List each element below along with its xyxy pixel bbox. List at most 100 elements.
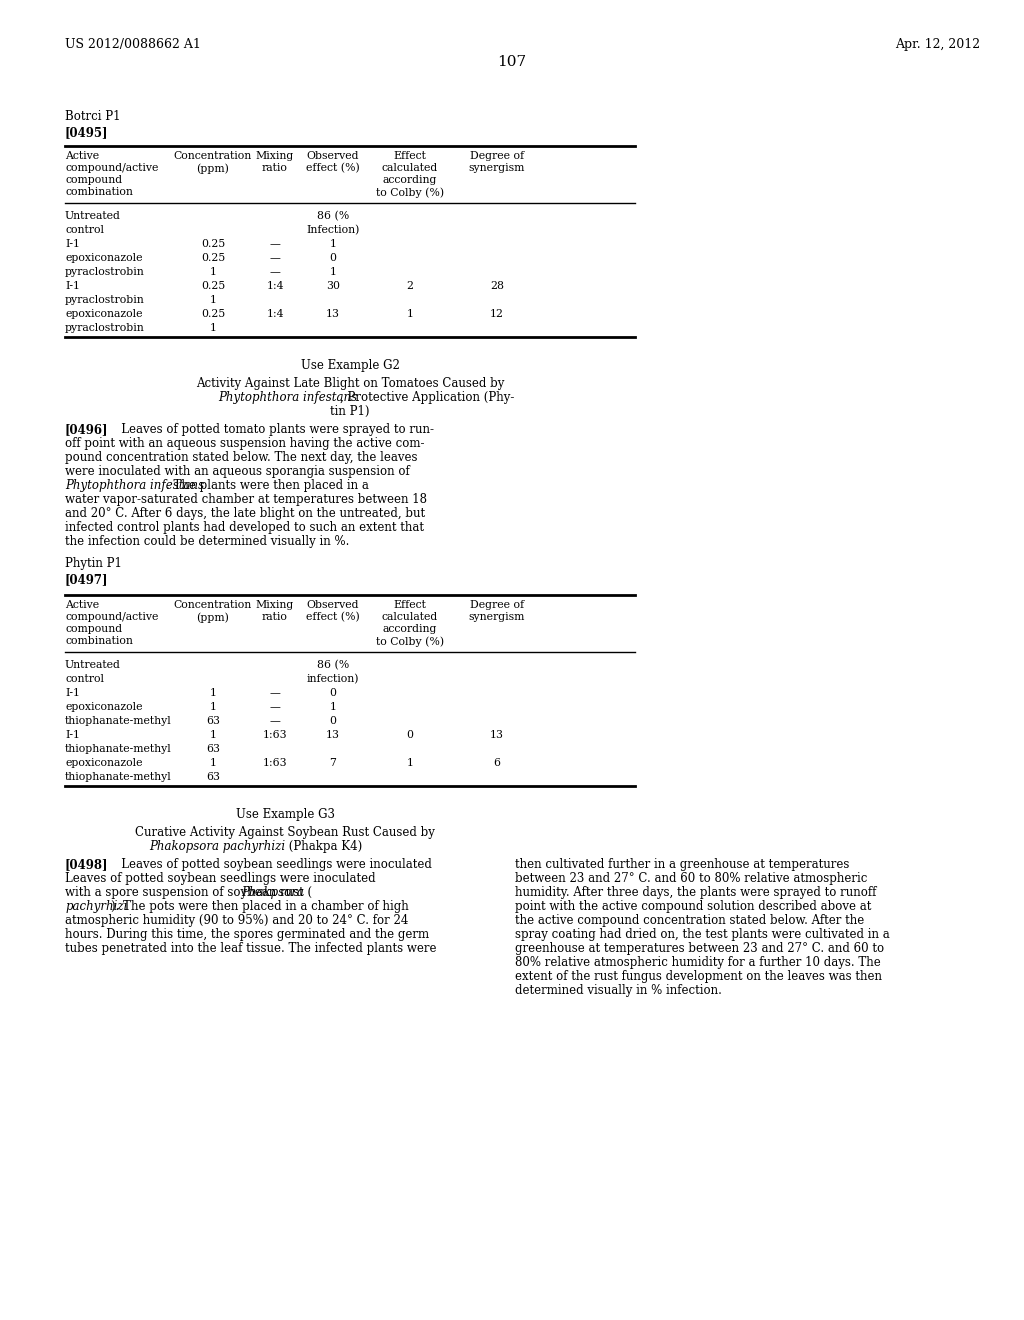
Text: between 23 and 27° C. and 60 to 80% relative atmospheric: between 23 and 27° C. and 60 to 80% rela… [515, 873, 867, 884]
Text: Phytophthora infestans: Phytophthora infestans [65, 479, 204, 492]
Text: humidity. After three days, the plants were sprayed to runoff: humidity. After three days, the plants w… [515, 886, 877, 899]
Text: Phytophthora infestans: Phytophthora infestans [218, 391, 357, 404]
Text: Infection): Infection) [306, 224, 359, 235]
Text: to Colby (%): to Colby (%) [376, 636, 444, 647]
Text: 1: 1 [210, 323, 216, 333]
Text: 63: 63 [206, 744, 220, 754]
Text: Activity Against Late Blight on Tomatoes Caused by: Activity Against Late Blight on Tomatoes… [196, 378, 504, 389]
Text: control: control [65, 675, 104, 684]
Text: 1:63: 1:63 [263, 730, 288, 741]
Text: 0: 0 [330, 715, 337, 726]
Text: Concentration: Concentration [174, 601, 252, 610]
Text: compound: compound [65, 624, 122, 634]
Text: 1: 1 [330, 267, 337, 277]
Text: I-1: I-1 [65, 730, 80, 741]
Text: Degree of: Degree of [470, 601, 524, 610]
Text: synergism: synergism [469, 612, 525, 622]
Text: ratio: ratio [262, 162, 288, 173]
Text: 28: 28 [490, 281, 504, 290]
Text: 63: 63 [206, 772, 220, 781]
Text: 80% relative atmospheric humidity for a further 10 days. The: 80% relative atmospheric humidity for a … [515, 956, 881, 969]
Text: (Phakpa K4): (Phakpa K4) [285, 840, 362, 853]
Text: Leaves of potted soybean seedlings were inoculated: Leaves of potted soybean seedlings were … [65, 873, 376, 884]
Text: —: — [269, 267, 281, 277]
Text: effect (%): effect (%) [306, 612, 359, 622]
Text: Observed: Observed [307, 601, 359, 610]
Text: 13: 13 [490, 730, 504, 741]
Text: Curative Activity Against Soybean Rust Caused by: Curative Activity Against Soybean Rust C… [135, 826, 435, 840]
Text: 1: 1 [210, 730, 216, 741]
Text: calculated: calculated [382, 612, 438, 622]
Text: 0.25: 0.25 [201, 253, 225, 263]
Text: 1: 1 [407, 309, 414, 319]
Text: Effect: Effect [393, 601, 426, 610]
Text: the infection could be determined visually in %.: the infection could be determined visual… [65, 535, 349, 548]
Text: 1: 1 [407, 758, 414, 768]
Text: effect (%): effect (%) [306, 162, 359, 173]
Text: —: — [269, 688, 281, 698]
Text: 1: 1 [210, 294, 216, 305]
Text: epoxiconazole: epoxiconazole [65, 758, 142, 768]
Text: atmospheric humidity (90 to 95%) and 20 to 24° C. for 24: atmospheric humidity (90 to 95%) and 20 … [65, 913, 409, 927]
Text: 0.25: 0.25 [201, 309, 225, 319]
Text: 107: 107 [498, 55, 526, 69]
Text: , Protective Application (Phy-: , Protective Application (Phy- [340, 391, 514, 404]
Text: spray coating had dried on, the test plants were cultivated in a: spray coating had dried on, the test pla… [515, 928, 890, 941]
Text: Use Example G2: Use Example G2 [301, 359, 399, 372]
Text: the active compound concentration stated below. After the: the active compound concentration stated… [515, 913, 864, 927]
Text: were inoculated with an aqueous sporangia suspension of: were inoculated with an aqueous sporangi… [65, 465, 410, 478]
Text: compound/active: compound/active [65, 612, 159, 622]
Text: —: — [269, 239, 281, 249]
Text: Untreated: Untreated [65, 211, 121, 220]
Text: pound concentration stated below. The next day, the leaves: pound concentration stated below. The ne… [65, 451, 418, 465]
Text: epoxiconazole: epoxiconazole [65, 702, 142, 711]
Text: to Colby (%): to Colby (%) [376, 187, 444, 198]
Text: compound/active: compound/active [65, 162, 159, 173]
Text: with a spore suspension of soybean rust (: with a spore suspension of soybean rust … [65, 886, 312, 899]
Text: [0495]: [0495] [65, 125, 109, 139]
Text: 1: 1 [210, 758, 216, 768]
Text: [0496]: [0496] [65, 422, 109, 436]
Text: 0: 0 [330, 253, 337, 263]
Text: combination: combination [65, 187, 133, 197]
Text: epoxiconazole: epoxiconazole [65, 309, 142, 319]
Text: 63: 63 [206, 715, 220, 726]
Text: Leaves of potted soybean seedlings were inoculated: Leaves of potted soybean seedlings were … [110, 858, 432, 871]
Text: —: — [269, 253, 281, 263]
Text: ratio: ratio [262, 612, 288, 622]
Text: 0.25: 0.25 [201, 239, 225, 249]
Text: and 20° C. After 6 days, the late blight on the untreated, but: and 20° C. After 6 days, the late blight… [65, 507, 425, 520]
Text: pyraclostrobin: pyraclostrobin [65, 294, 144, 305]
Text: 2: 2 [407, 281, 414, 290]
Text: 86 (%: 86 (% [316, 660, 349, 671]
Text: Concentration: Concentration [174, 150, 252, 161]
Text: greenhouse at temperatures between 23 and 27° C. and 60 to: greenhouse at temperatures between 23 an… [515, 942, 884, 954]
Text: infected control plants had developed to such an extent that: infected control plants had developed to… [65, 521, 424, 535]
Text: 1:4: 1:4 [266, 281, 284, 290]
Text: 1: 1 [210, 688, 216, 698]
Text: (ppm): (ppm) [197, 612, 229, 623]
Text: epoxiconazole: epoxiconazole [65, 253, 142, 263]
Text: I-1: I-1 [65, 688, 80, 698]
Text: infection): infection) [307, 675, 359, 684]
Text: hours. During this time, the spores germinated and the germ: hours. During this time, the spores germ… [65, 928, 429, 941]
Text: 13: 13 [326, 309, 340, 319]
Text: —: — [269, 715, 281, 726]
Text: point with the active compound solution described above at: point with the active compound solution … [515, 900, 871, 913]
Text: [0498]: [0498] [65, 858, 109, 871]
Text: according: according [383, 176, 437, 185]
Text: I-1: I-1 [65, 239, 80, 249]
Text: extent of the rust fungus development on the leaves was then: extent of the rust fungus development on… [515, 970, 882, 983]
Text: 0: 0 [407, 730, 414, 741]
Text: according: according [383, 624, 437, 634]
Text: tubes penetrated into the leaf tissue. The infected plants were: tubes penetrated into the leaf tissue. T… [65, 942, 436, 954]
Text: 30: 30 [326, 281, 340, 290]
Text: combination: combination [65, 636, 133, 645]
Text: synergism: synergism [469, 162, 525, 173]
Text: tin P1): tin P1) [331, 405, 370, 418]
Text: thiophanate-methyl: thiophanate-methyl [65, 715, 172, 726]
Text: Botrci P1: Botrci P1 [65, 110, 121, 123]
Text: 1: 1 [330, 702, 337, 711]
Text: 12: 12 [490, 309, 504, 319]
Text: Use Example G3: Use Example G3 [236, 808, 335, 821]
